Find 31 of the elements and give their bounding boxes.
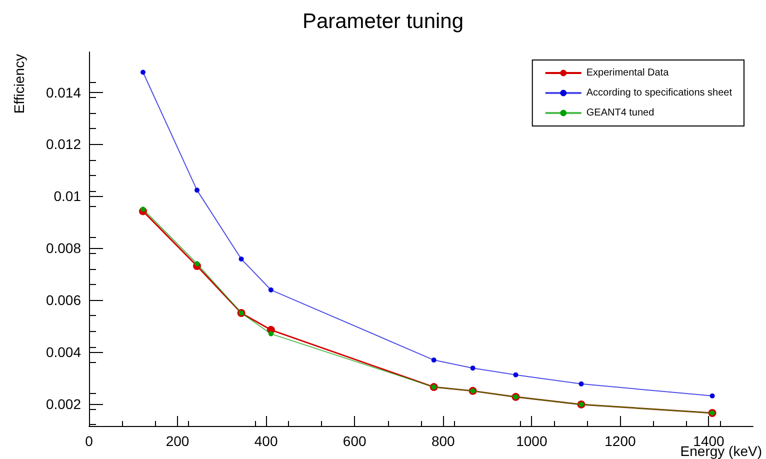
y-tick-label: 0.004 [46, 344, 82, 360]
y-tick-label: 0.014 [46, 84, 82, 100]
point [513, 372, 518, 378]
legend-label: Experimental Data [586, 68, 670, 78]
point [238, 256, 244, 262]
point [194, 188, 200, 193]
legend-label: GEANT4 tuned [586, 108, 654, 118]
y-tick-label: 0.008 [46, 240, 82, 256]
x-tick-label: 200 [166, 433, 190, 449]
chart-title: Parameter tuning [302, 10, 464, 33]
point [140, 70, 146, 75]
y-axis-title: Efficiency [11, 54, 27, 114]
x-tick-label: 1000 [516, 433, 548, 449]
x-tick-label: 600 [342, 433, 366, 449]
y-tick-label: 0.002 [46, 396, 82, 412]
y-tick-label: 0.006 [46, 292, 82, 308]
point [470, 366, 476, 371]
x-tick-label: 0 [85, 433, 94, 449]
point [140, 206, 146, 212]
legend-label: According to specifications sheet [586, 88, 732, 98]
y-tick-label: 0.012 [46, 136, 82, 152]
point [431, 358, 436, 363]
x-tick-label: 1200 [604, 433, 636, 449]
y-tick-label: 0.01 [54, 188, 82, 204]
point [578, 381, 584, 386]
x-tick-label: 400 [254, 433, 278, 449]
point [194, 261, 200, 266]
point [268, 287, 274, 292]
point [710, 393, 715, 398]
x-tick-label: 800 [431, 433, 456, 449]
point [268, 331, 274, 336]
